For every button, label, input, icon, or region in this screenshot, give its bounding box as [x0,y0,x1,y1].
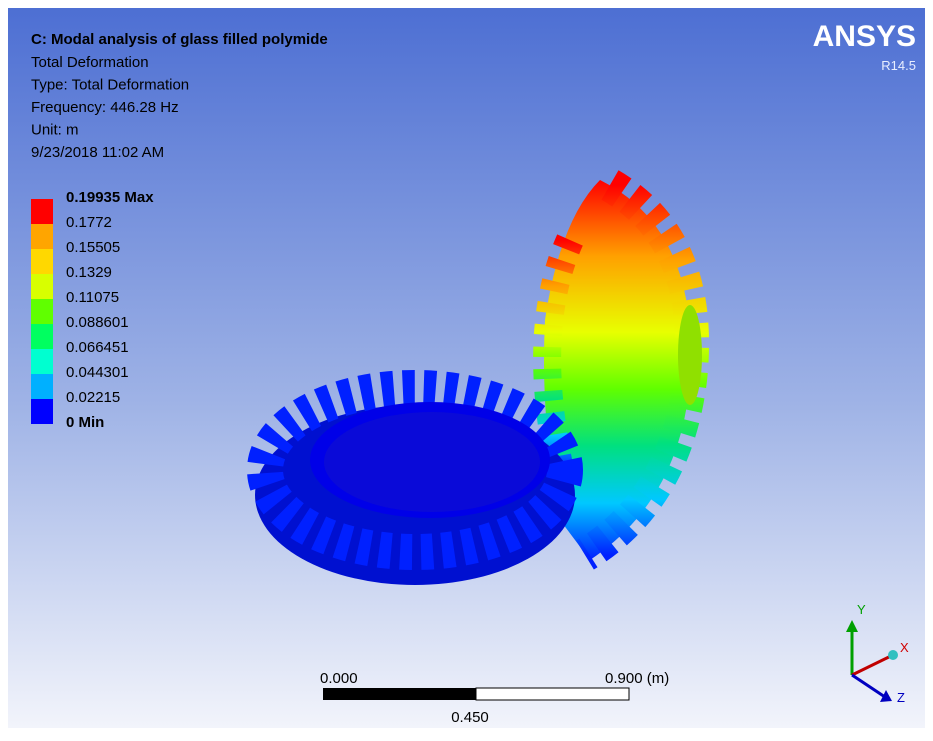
logo: ANSYS [813,20,916,53]
header-line: Type: Total Deformation [31,77,189,94]
legend-label: 0.02215 [66,389,120,406]
axis-y: Y [857,602,866,617]
header-line: 9/23/2018 11:02 AM [31,144,164,161]
legend-label: 0.088601 [66,314,129,331]
legend-label: 0 Min [66,414,104,431]
header-line: Total Deformation [31,54,149,71]
legend-label: 0.1772 [66,214,112,231]
axis-x: X [900,640,909,655]
viewport: C: Modal analysis of glass filled polymi… [0,0,933,736]
legend-label: 0.19935 Max [66,189,154,206]
axis-z: Z [897,690,905,705]
legend-label: 0.11075 [66,289,119,306]
title: C: Modal analysis of glass filled polymi… [31,31,328,48]
legend-label: 0.15505 [66,239,120,256]
header-line: Frequency: 446.28 Hz [31,99,179,116]
scale-left: 0.000 [320,670,358,687]
background [8,8,925,728]
scale-right: 0.900 (m) [605,670,669,687]
legend-label: 0.044301 [66,364,129,381]
header-line: Unit: m [31,122,79,139]
scale-middle: 0.450 [451,709,489,726]
logo-version: R14.5 [881,58,916,73]
legend-label: 0.1329 [66,264,112,281]
legend-label: 0.066451 [66,339,129,356]
